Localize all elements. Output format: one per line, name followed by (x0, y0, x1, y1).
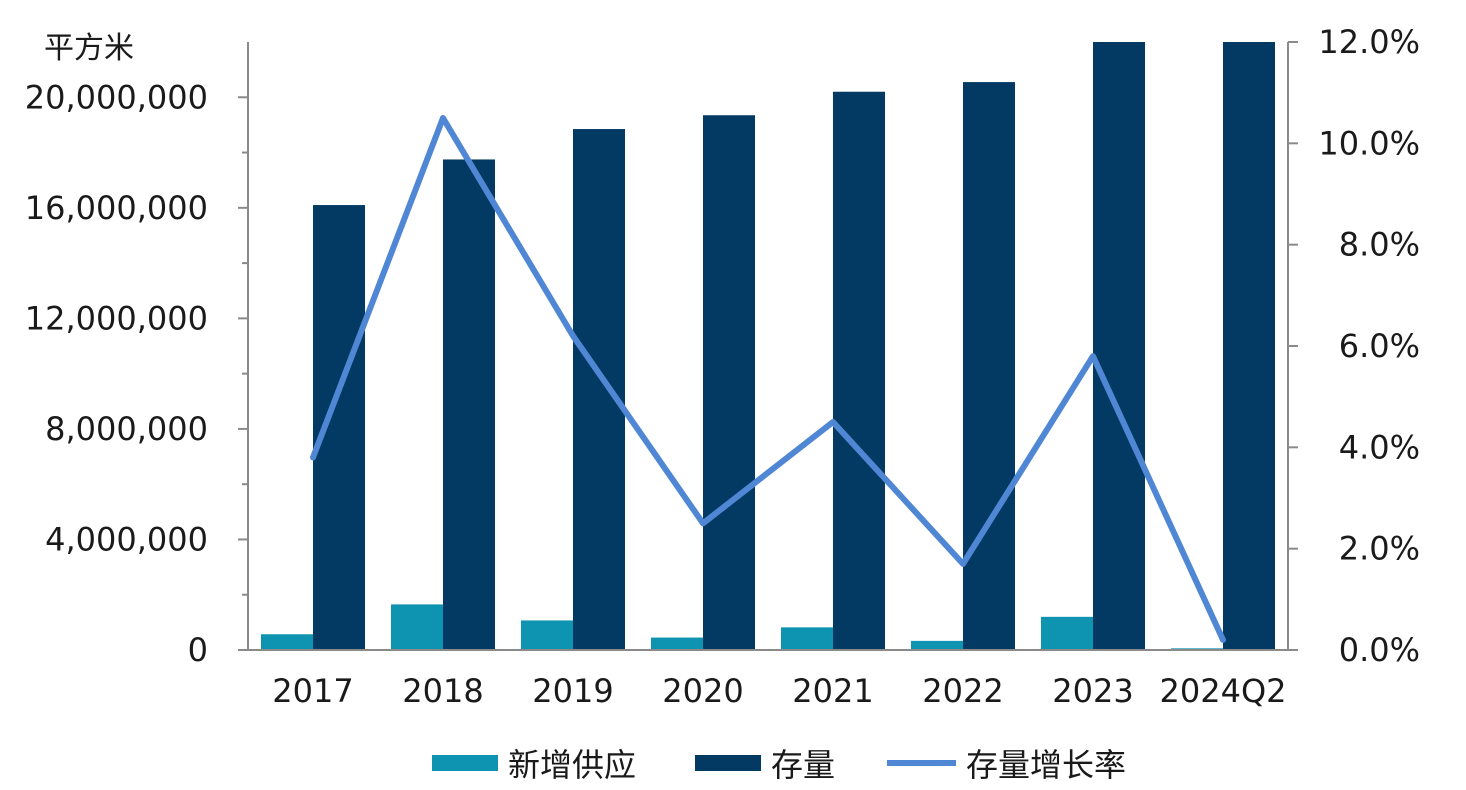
bar-stock-2023 (1093, 42, 1145, 650)
bar-stock-2018 (443, 159, 495, 651)
left-tick-label: 0 (188, 631, 208, 669)
x-tick-label-2023: 2023 (1052, 672, 1133, 710)
legend-item-new-supply: 新增供应 (432, 746, 636, 784)
x-tick-label-2017: 2017 (272, 672, 353, 710)
left-tick-label: 12,000,000 (25, 299, 208, 337)
ticks-layer: 2017 2018 2019 2020 2021 2022 2023 2024Q2 0 4,000… (25, 23, 1420, 710)
right-tick-label: 2.0% (1339, 530, 1420, 568)
legend: 新增供应 存量 存量增长率 (432, 746, 1126, 784)
legend-label-stock: 存量 (771, 746, 835, 784)
bar-stock-2021 (833, 91, 885, 650)
bar-stock-2024Q2 (1223, 42, 1275, 650)
bar-new-supply-2018 (391, 604, 443, 650)
right-tick-label: 12.0% (1318, 23, 1420, 61)
bar-new-supply-2017 (261, 634, 313, 650)
bar-new-supply-2023 (1041, 616, 1093, 650)
left-tick-label: 20,000,000 (25, 78, 208, 116)
legend-swatch-new-supply (432, 755, 498, 771)
bar-stock-2019 (573, 129, 625, 650)
bars-layer (261, 42, 1275, 651)
right-tick-label: 6.0% (1339, 327, 1420, 365)
legend-label-growth-rate: 存量增长率 (966, 746, 1126, 784)
legend-label-new-supply: 新增供应 (508, 746, 636, 784)
bar-new-supply-2022 (911, 640, 963, 650)
left-tick-label: 16,000,000 (25, 189, 208, 227)
bar-stock-2022 (963, 82, 1015, 650)
bar-stock-2020 (703, 115, 755, 650)
legend-item-growth-rate: 存量增长率 (887, 746, 1126, 784)
right-tick-label: 0.0% (1339, 631, 1420, 669)
x-tick-label-2021: 2021 (792, 672, 873, 710)
x-tick-label-2024Q2: 2024Q2 (1160, 672, 1287, 710)
right-tick-label: 8.0% (1339, 226, 1420, 264)
x-tick-label-2018: 2018 (402, 672, 483, 710)
line-layer (310, 115, 1226, 643)
legend-swatch-stock (695, 755, 761, 771)
left-tick-label: 8,000,000 (45, 410, 208, 448)
legend-item-stock: 存量 (695, 746, 835, 784)
x-tick-label-2019: 2019 (532, 672, 613, 710)
right-tick-label: 10.0% (1318, 124, 1420, 162)
left-tick-label: 4,000,000 (45, 520, 208, 558)
right-tick-label: 4.0% (1339, 428, 1420, 466)
x-tick-label-2022: 2022 (922, 672, 1003, 710)
bar-new-supply-2019 (521, 620, 573, 650)
x-tick-label-2020: 2020 (662, 672, 743, 710)
bar-new-supply-2021 (781, 627, 833, 650)
bar-new-supply-2020 (651, 637, 703, 650)
growth-rate-line (310, 115, 1226, 643)
left-axis-unit-label: 平方米 (44, 31, 134, 66)
bar-stock-2017 (313, 205, 365, 650)
